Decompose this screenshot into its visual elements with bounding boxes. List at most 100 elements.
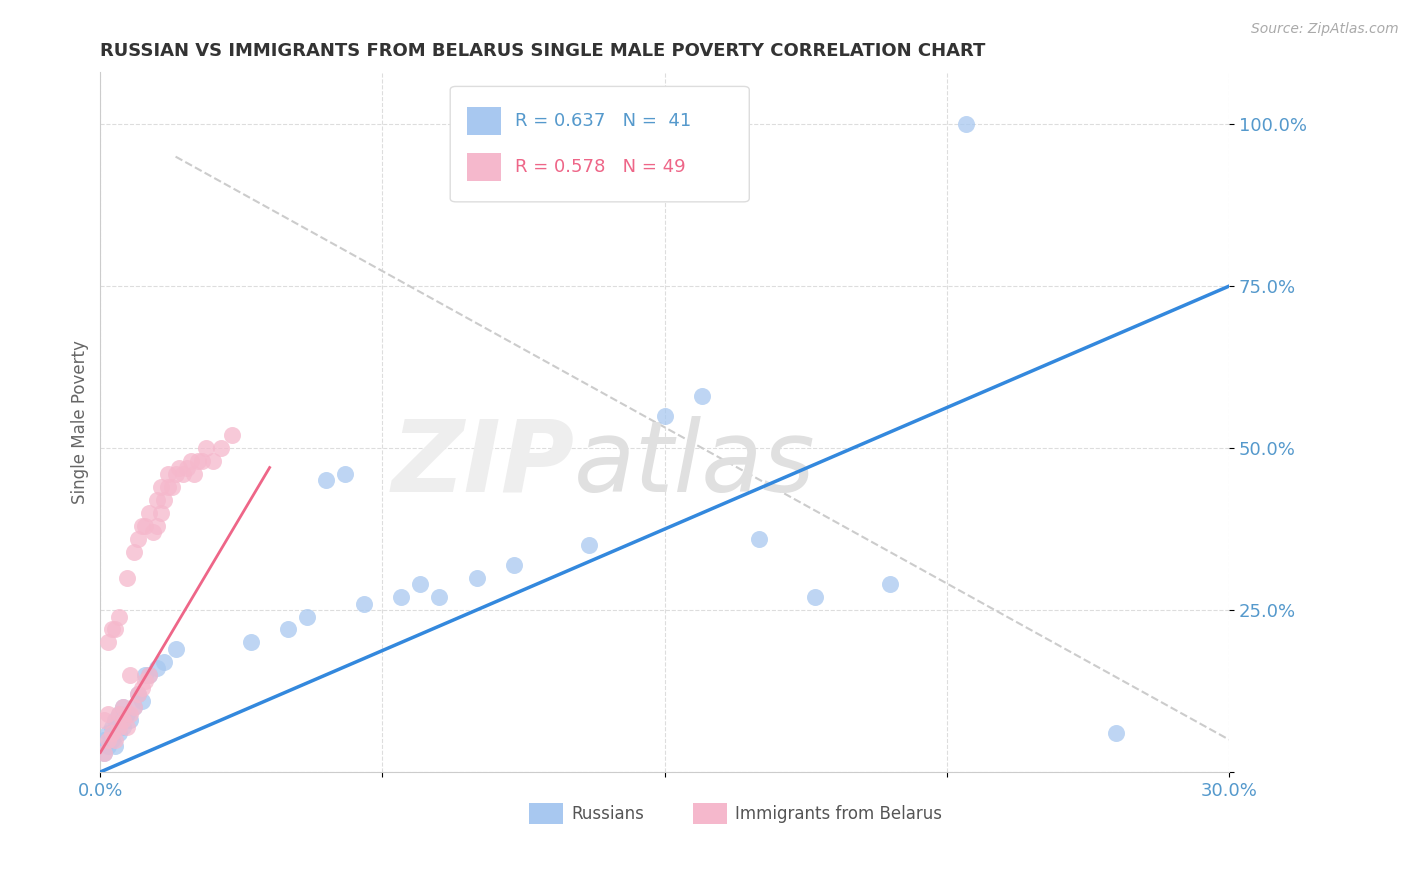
Point [108, 609, 131, 624]
Point [169, 460, 191, 475]
Point [97, 739, 120, 753]
Point [180, 454, 202, 468]
Point [202, 454, 225, 468]
Point [115, 571, 138, 585]
Point [955, 117, 977, 131]
Point [157, 480, 180, 494]
Point [315, 474, 337, 488]
Point [157, 467, 180, 481]
Point [297, 609, 319, 624]
Point [100, 623, 122, 637]
Point [187, 454, 209, 468]
Point [108, 720, 131, 734]
Text: Source: ZipAtlas.com: Source: ZipAtlas.com [1251, 22, 1399, 37]
Text: R = 0.637   N =  41: R = 0.637 N = 41 [515, 112, 690, 130]
Point [146, 492, 169, 507]
Point [333, 467, 356, 481]
Y-axis label: Single Male Poverty: Single Male Poverty [72, 340, 89, 504]
Point [93, 746, 115, 760]
Point [134, 518, 156, 533]
Point [100, 726, 122, 740]
Point [165, 467, 187, 481]
Point [146, 518, 169, 533]
Text: atlas: atlas [574, 416, 815, 513]
Point [465, 571, 488, 585]
Point [353, 597, 375, 611]
Point [131, 694, 153, 708]
Point [690, 389, 713, 403]
Point [165, 641, 187, 656]
Point [427, 590, 450, 604]
Point [153, 655, 176, 669]
Point [153, 492, 176, 507]
Point [172, 467, 194, 481]
Point [134, 674, 156, 689]
Point [138, 668, 160, 682]
Point [120, 668, 142, 682]
Point [654, 409, 676, 423]
Point [149, 506, 172, 520]
Point [277, 623, 299, 637]
Point [142, 525, 165, 540]
Text: Immigrants from Belarus: Immigrants from Belarus [734, 805, 942, 823]
Point [97, 726, 120, 740]
Point [748, 532, 770, 546]
Point [100, 720, 122, 734]
Point [111, 700, 134, 714]
Point [134, 668, 156, 682]
Point [111, 720, 134, 734]
Point [108, 726, 131, 740]
Point [104, 623, 127, 637]
Point [111, 700, 134, 714]
Bar [467, 153, 501, 181]
Point [149, 480, 172, 494]
Point [578, 538, 600, 552]
Point [93, 713, 115, 727]
Point [100, 732, 122, 747]
Point [183, 467, 205, 481]
Point [804, 590, 827, 604]
Point [146, 661, 169, 675]
Text: ZIP: ZIP [391, 416, 574, 513]
Point [97, 706, 120, 721]
Point [503, 558, 526, 572]
Point [127, 532, 149, 546]
Point [221, 428, 243, 442]
Point [115, 720, 138, 734]
Point [409, 577, 432, 591]
Point [97, 732, 120, 747]
Point [104, 732, 127, 747]
Point [138, 506, 160, 520]
Point [194, 441, 217, 455]
Point [879, 577, 901, 591]
Bar [467, 107, 501, 136]
Point [176, 460, 198, 475]
Point [131, 518, 153, 533]
Text: R = 0.578   N = 49: R = 0.578 N = 49 [515, 158, 685, 176]
FancyBboxPatch shape [450, 87, 749, 202]
Point [104, 739, 127, 753]
Point [108, 706, 131, 721]
Point [389, 590, 412, 604]
Point [93, 746, 115, 760]
Point [1105, 726, 1128, 740]
Bar [693, 804, 727, 824]
Point [93, 732, 115, 747]
Point [127, 687, 149, 701]
Point [127, 687, 149, 701]
Point [209, 441, 232, 455]
Bar [529, 804, 562, 824]
Text: Russians: Russians [571, 805, 644, 823]
Point [111, 713, 134, 727]
Text: RUSSIAN VS IMMIGRANTS FROM BELARUS SINGLE MALE POVERTY CORRELATION CHART: RUSSIAN VS IMMIGRANTS FROM BELARUS SINGL… [100, 42, 986, 60]
Point [120, 713, 142, 727]
Point [122, 700, 145, 714]
Point [131, 681, 153, 695]
Point [122, 545, 145, 559]
Point [122, 700, 145, 714]
Point [115, 706, 138, 721]
Point [120, 706, 142, 721]
Point [104, 713, 127, 727]
Point [191, 454, 214, 468]
Point [239, 635, 262, 649]
